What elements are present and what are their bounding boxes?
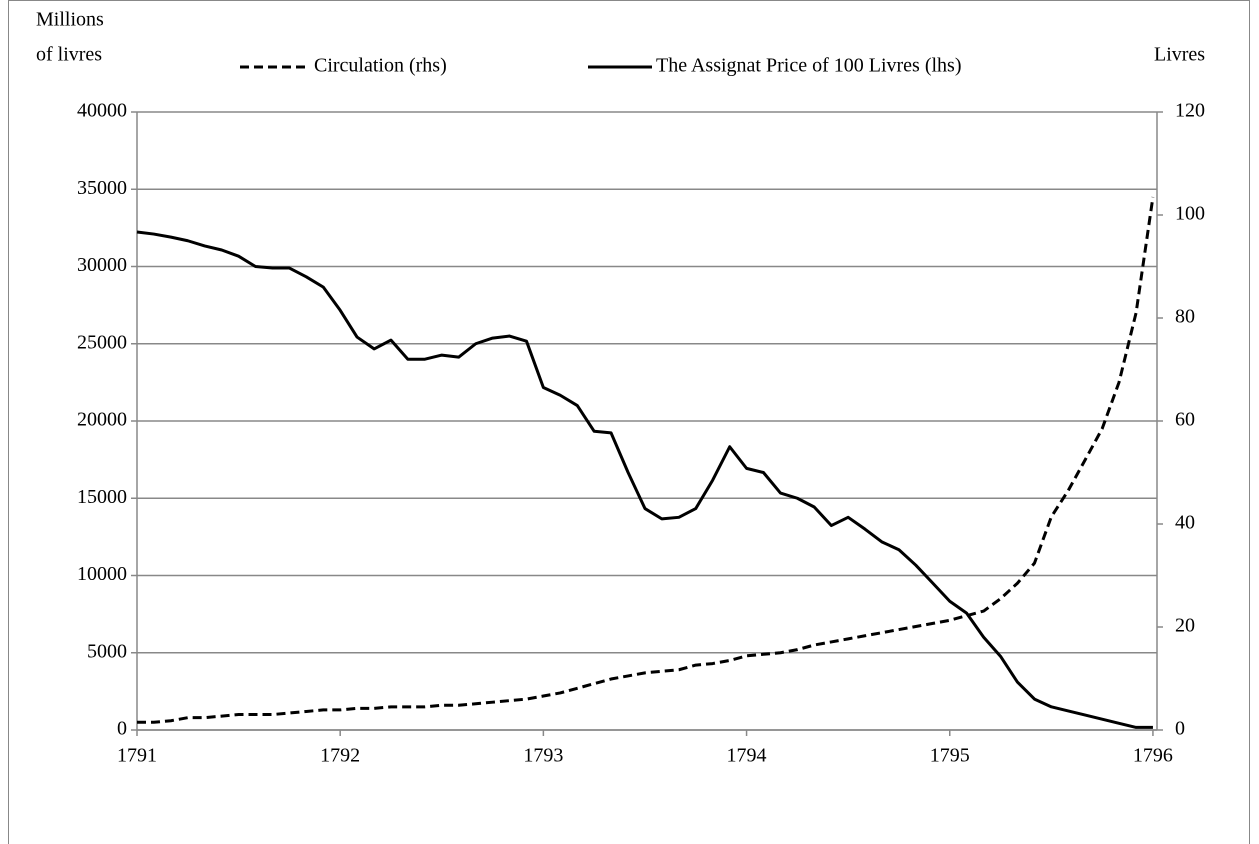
- x-tick-label: 1792: [320, 745, 360, 767]
- x-tick-label: 1795: [930, 745, 970, 767]
- legend-label: Circulation (rhs): [314, 55, 447, 77]
- y2-tick-label: 40: [1175, 512, 1195, 534]
- y2-tick-label: 100: [1175, 203, 1205, 225]
- x-tick-label: 1796: [1133, 745, 1173, 767]
- y-tick-label: 10000: [77, 563, 127, 585]
- y2-tick-label: 0: [1175, 718, 1185, 740]
- y2-tick-label: 80: [1175, 306, 1195, 328]
- y-tick-label: 30000: [77, 254, 127, 276]
- y-tick-label: 20000: [77, 409, 127, 431]
- y2-tick-label: 60: [1175, 409, 1195, 431]
- series-line: [136, 230, 1153, 729]
- y-tick-label: 0: [117, 718, 127, 740]
- x-tick-label: 1794: [727, 745, 767, 767]
- y-axis-label: Millions: [36, 9, 104, 31]
- y2-tick-label: 20: [1175, 615, 1195, 637]
- y-tick-label: 40000: [77, 100, 127, 122]
- y-axis-label: of livres: [36, 44, 102, 66]
- series-line: [137, 196, 1155, 724]
- legend-label: The Assignat Price of 100 Livres (lhs): [656, 55, 962, 77]
- y-tick-label: 35000: [77, 177, 127, 199]
- y-tick-label: 5000: [87, 640, 127, 662]
- y-tick-label: 15000: [77, 486, 127, 508]
- x-tick-label: 1791: [117, 745, 157, 767]
- y2-axis-label: Livres: [1154, 44, 1205, 66]
- y2-tick-label: 120: [1175, 100, 1205, 122]
- x-tick-label: 1793: [523, 745, 563, 767]
- y-tick-label: 25000: [77, 331, 127, 353]
